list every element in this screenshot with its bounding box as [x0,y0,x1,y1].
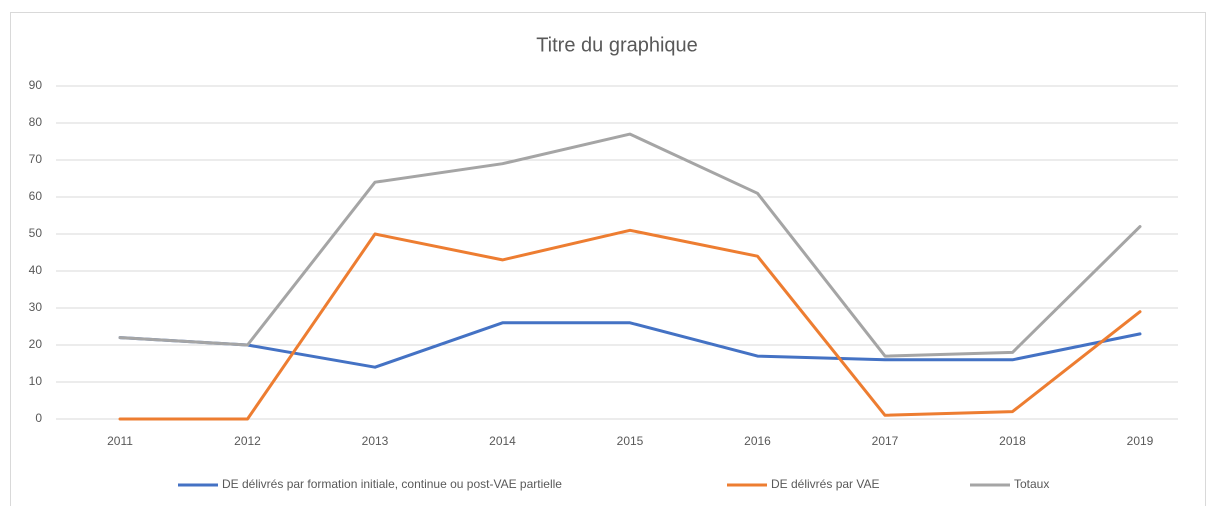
y-tick-label: 80 [29,115,43,129]
legend-label: Totaux [1014,477,1049,491]
y-tick-label: 90 [29,78,43,92]
series-line [118,228,1142,421]
y-tick-label: 60 [29,189,43,203]
legend-label: DE délivrés par VAE [771,477,880,491]
y-tick-label: 70 [29,152,43,166]
legend-label: DE délivrés par formation initiale, cont… [222,477,562,491]
y-tick-label: 30 [29,300,43,314]
chart-frame [10,12,1206,506]
x-tick-label: 2018 [999,434,1026,448]
y-tick-label: 40 [29,263,43,277]
x-tick-label: 2014 [489,434,516,448]
x-tick-label: 2017 [872,434,899,448]
x-tick-label: 2019 [1127,434,1154,448]
x-tick-label: 2012 [234,434,261,448]
chart-title: Titre du graphique [536,34,698,56]
series-line [118,132,1142,358]
x-tick-label: 2016 [744,434,771,448]
y-tick-label: 10 [29,374,43,388]
series-line [118,321,1142,369]
y-tick-label: 50 [29,226,43,240]
x-tick-label: 2011 [107,434,133,448]
x-tick-label: 2015 [617,434,644,448]
y-tick-label: 20 [29,337,43,351]
x-tick-label: 2013 [362,434,389,448]
y-tick-label: 0 [35,411,42,425]
